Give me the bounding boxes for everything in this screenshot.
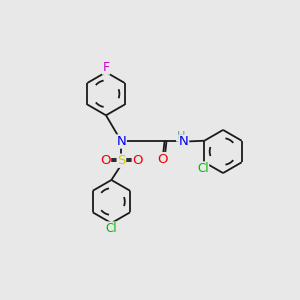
Text: O: O bbox=[132, 154, 143, 167]
Text: N: N bbox=[179, 135, 189, 148]
Text: S: S bbox=[117, 154, 126, 167]
Text: N: N bbox=[116, 135, 126, 148]
Text: Cl: Cl bbox=[197, 162, 209, 175]
Text: O: O bbox=[158, 153, 168, 166]
Text: O: O bbox=[100, 154, 110, 167]
Text: H: H bbox=[176, 131, 185, 141]
Text: F: F bbox=[102, 61, 110, 74]
Text: Cl: Cl bbox=[106, 222, 117, 235]
